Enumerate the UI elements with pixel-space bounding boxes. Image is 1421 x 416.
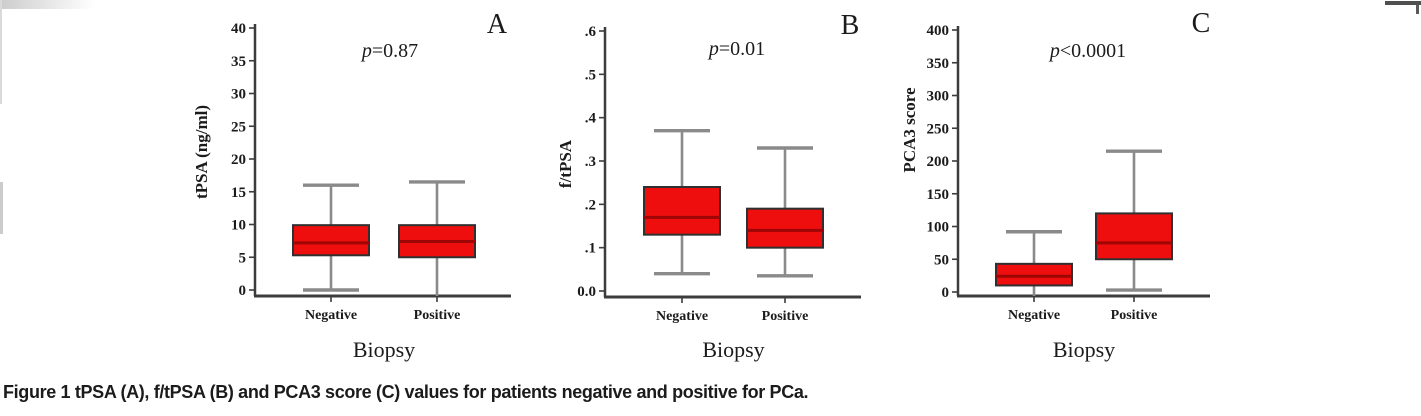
y-tick-label: .4 — [585, 111, 597, 127]
y-tick-label: 300 — [927, 89, 950, 105]
category-label: Positive — [414, 308, 461, 323]
y-tick-label: .1 — [585, 241, 596, 257]
iqr-box — [995, 262, 1073, 287]
p-value: p<0.0001 — [1048, 40, 1126, 62]
p-value: p=0.87 — [360, 40, 418, 62]
y-tick-label: 10 — [231, 218, 246, 234]
x-axis-title: Biopsy — [353, 337, 415, 362]
y-tick-label: 200 — [927, 154, 950, 170]
y-tick-label: 40 — [231, 21, 246, 37]
y-tick-label: 100 — [927, 220, 950, 236]
y-tick-label: 25 — [231, 119, 246, 135]
y-tick-label: 20 — [231, 152, 246, 168]
panel-a-box-positive — [398, 180, 476, 296]
y-axis-title: f/tPSA — [556, 139, 575, 188]
y-tick-label: 5 — [239, 250, 247, 266]
y-tick-label: 50 — [934, 252, 949, 268]
figure-caption: Figure 1 tPSA (A), f/tPSA (B) and PCA3 s… — [3, 382, 809, 402]
x-axis-title: Biopsy — [1053, 337, 1115, 362]
y-tick-label: 0 — [942, 285, 950, 301]
y-tick-label: 0 — [239, 283, 247, 299]
y-tick-label: .3 — [585, 154, 596, 170]
y-tick-label: .2 — [585, 197, 596, 213]
panel-a-box-negative — [292, 183, 370, 292]
category-label: Negative — [656, 309, 708, 324]
y-tick-label: .6 — [585, 24, 597, 40]
panel-b-box-negative — [643, 128, 721, 276]
y-tick-label: 150 — [927, 187, 950, 203]
y-tick-label: 0.0 — [577, 284, 596, 300]
iqr-box — [643, 186, 721, 236]
iqr-box — [1095, 212, 1173, 261]
y-axis-title: PCA3 score — [900, 87, 919, 173]
panel-letter: A — [487, 9, 508, 40]
panel-b: 0.0 .1 .2 .3 .4 .5 .6 Negative Positive p=0.01 Bf/… — [556, 10, 861, 362]
y-tick-label: 15 — [231, 185, 246, 201]
y-tick-label: 250 — [927, 121, 950, 137]
boxplot-figure: 0 5 10 15 20 25 30 35 40 Negative Positive p=0.87 At… — [192, 8, 1210, 362]
category-label: Negative — [1008, 308, 1060, 323]
y-tick-label: .5 — [585, 67, 596, 83]
category-label: Negative — [305, 308, 357, 323]
panel-letter: C — [1192, 8, 1211, 39]
panel-a: 0 5 10 15 20 25 30 35 40 Negative Positive p=0.87 At… — [192, 9, 511, 362]
panel-letter: B — [841, 10, 860, 41]
y-axis-title: tPSA (ng/ml) — [192, 105, 211, 199]
y-tick-label: 35 — [231, 54, 246, 70]
y-tick-label: 350 — [927, 56, 950, 72]
panel-c-box-negative — [995, 230, 1073, 296]
panel-c-box-positive — [1095, 149, 1173, 292]
category-label: Positive — [1111, 308, 1158, 323]
p-value: p=0.01 — [707, 38, 765, 60]
iqr-box — [292, 224, 370, 257]
category-label: Positive — [762, 309, 809, 324]
panel-b-box-positive — [746, 146, 824, 278]
y-tick-label: 30 — [231, 87, 246, 103]
x-axis-title: Biopsy — [702, 337, 764, 362]
iqr-box — [746, 207, 824, 249]
panel-c: 0 50 100 150 200 250 300 350 400 Negative Positive… — [900, 8, 1210, 362]
y-tick-label: 400 — [927, 23, 950, 39]
